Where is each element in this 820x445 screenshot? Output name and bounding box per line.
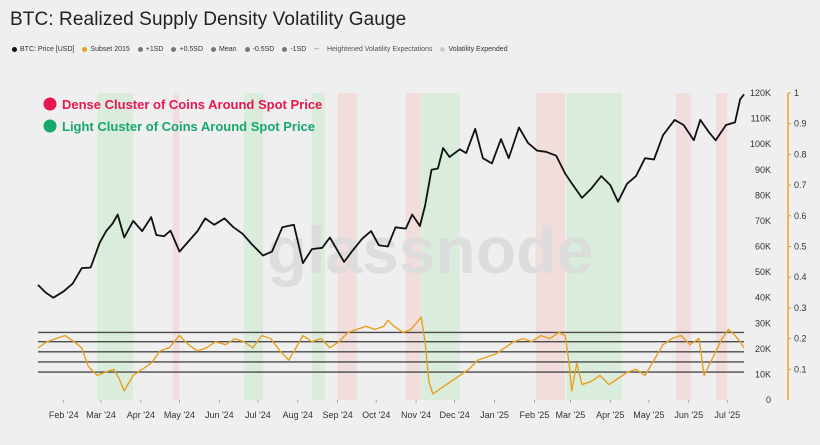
legend-item[interactable]: +1SD <box>137 46 164 53</box>
annotation-dot <box>43 97 57 111</box>
annotation-text: Light Cluster of Coins Around Spot Price <box>62 119 315 134</box>
legend-label: -0.5SD <box>252 46 275 53</box>
y-right-tick-label: 0.2 <box>794 334 807 344</box>
x-axis: Feb '24 Mar '24 Apr '24 May '24 Jun '24 Jul '… <box>49 400 740 420</box>
y-right-tick-label: 0.4 <box>794 272 807 282</box>
legend-label: Subset 2015 <box>90 46 130 53</box>
legend-item[interactable]: -0.5SD <box>244 46 275 53</box>
shaded-period <box>675 93 692 400</box>
y-left-tick-label: 10K <box>755 369 771 379</box>
legend-item[interactable]: Subset 2015 <box>82 46 130 53</box>
y-left-tick-label: 110K <box>751 114 771 124</box>
y-right-tick-label: 0.6 <box>794 211 807 221</box>
y-left-tick-label: 50K <box>755 267 771 277</box>
legend-marker <box>211 47 217 52</box>
y-right-tick-label: 0.5 <box>794 242 807 252</box>
legend-label: -1SD <box>290 46 307 53</box>
legend-marker <box>244 47 250 52</box>
x-tick-label: May '24 <box>164 410 195 420</box>
annotation-dot <box>43 119 57 133</box>
annotations: Dense Cluster of Coins Around Spot Price… <box>43 97 322 134</box>
shaded-period <box>337 93 357 400</box>
x-tick-label: May '25 <box>633 410 664 420</box>
x-tick-label: Apr '24 <box>127 410 155 420</box>
x-tick-label: Mar '25 <box>556 410 586 420</box>
x-tick-label: Jul '25 <box>714 410 740 420</box>
legend-label: Mean <box>219 46 237 53</box>
annotation-text: Dense Cluster of Coins Around Spot Price <box>62 97 322 112</box>
x-tick-label: Jan '25 <box>480 410 509 420</box>
legend-marker <box>12 47 17 52</box>
y-right-tick-label: 0.8 <box>794 149 807 159</box>
legend-marker <box>440 47 446 52</box>
shaded-period <box>97 93 134 400</box>
legend-label: Heightened Volatility Expectations <box>326 46 433 53</box>
y-left-tick-label: 40K <box>755 293 771 303</box>
x-tick-label: Dec '24 <box>440 410 470 420</box>
sd-lines <box>38 331 744 373</box>
y-left-tick-label: 90K <box>755 165 771 175</box>
shaded-period <box>311 93 325 400</box>
legend-label: Volatility Expended <box>448 46 508 53</box>
y-right-tick-label: 0.1 <box>794 364 807 374</box>
shaded-period <box>421 93 460 400</box>
shaded-period <box>405 93 422 400</box>
legend-item[interactable]: -- <box>314 46 319 53</box>
y-left-tick-label: 60K <box>755 242 771 252</box>
x-tick-label: Mar '24 <box>86 410 116 420</box>
y-left-tick-label: 30K <box>755 318 771 328</box>
x-tick-label: Jun '25 <box>674 410 703 420</box>
x-tick-label: Aug '24 <box>283 410 313 420</box>
shaded-period <box>566 93 622 400</box>
y-left-tick-label: 0 <box>766 395 771 405</box>
chart-title: BTC: Realized Supply Density Volatility … <box>10 9 407 30</box>
legend-marker <box>82 47 88 52</box>
y-right-tick-label: 0.9 <box>794 119 807 129</box>
series-line <box>37 316 745 395</box>
y-left-tick-label: 120K <box>750 88 771 98</box>
legend-label: BTC: Price [USD] <box>20 46 75 53</box>
y-axis-left: 0 10K 20K 30K 40K 50K 60K 70K 80K 90K 100K 110K 120K <box>750 88 771 405</box>
legend-marker <box>137 47 143 52</box>
y-right-tick-label: 1 <box>794 88 799 98</box>
y-left-tick-label: 80K <box>755 190 771 200</box>
x-tick-label: Feb '25 <box>520 410 550 420</box>
series-lines <box>37 93 745 395</box>
legend: BTC: Price [USD] Subset 2015 +1SD +0.5SD Mea… <box>12 46 508 53</box>
watermark: glassnode <box>267 213 593 287</box>
legend-item[interactable]: BTC: Price [USD] <box>12 46 74 53</box>
shaded-period <box>535 93 566 400</box>
x-tick-label: Jun '24 <box>205 410 234 420</box>
legend-item[interactable]: +0.5SD <box>171 46 203 53</box>
legend-item[interactable]: Heightened Volatility Expectations <box>327 46 432 53</box>
y-left-tick-label: 100K <box>750 139 771 149</box>
y-axis-right: 0.1 0.2 0.3 0.4 0.5 0.6 0.7 0.8 0.9 1 <box>787 88 807 400</box>
y-right-tick-label: 0.7 <box>794 180 807 190</box>
y-right-tick-label: 0.3 <box>794 303 807 313</box>
legend-label: +1SD <box>145 46 164 53</box>
legend-item[interactable]: Volatility Expended <box>440 46 508 53</box>
shaded-period <box>173 93 180 400</box>
legend-item[interactable]: Mean <box>211 46 237 53</box>
legend-label: -- <box>314 46 319 53</box>
y-left-tick-label: 20K <box>755 344 771 354</box>
shaded-period <box>715 93 728 400</box>
x-tick-label: Sep '24 <box>323 410 353 420</box>
legend-label: +0.5SD <box>179 46 204 53</box>
x-tick-label: Oct '24 <box>362 410 390 420</box>
x-tick-label: Jul '24 <box>245 410 271 420</box>
x-tick-label: Apr '25 <box>596 410 624 420</box>
x-tick-label: Nov '24 <box>401 410 431 420</box>
legend-marker <box>171 47 177 52</box>
y-left-tick-label: 70K <box>755 216 771 226</box>
legend-item[interactable]: -1SD <box>282 46 306 53</box>
series-line <box>37 93 745 299</box>
x-tick-label: Feb '24 <box>49 410 79 420</box>
legend-marker <box>282 47 288 52</box>
